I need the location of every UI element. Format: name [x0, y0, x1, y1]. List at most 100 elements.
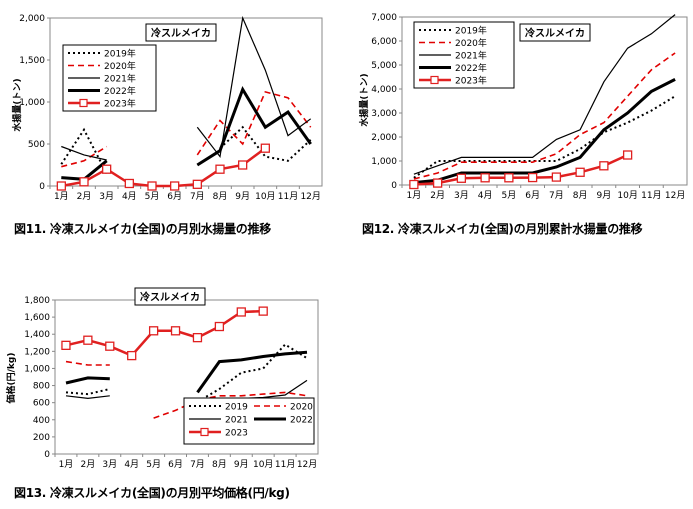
y-tick-label: 1,400	[24, 330, 50, 340]
data-point-2023	[127, 350, 137, 361]
data-point-2023年	[56, 181, 66, 191]
series-line-2022年	[196, 85, 312, 167]
y-tick-label: 1,500	[19, 56, 45, 66]
chart-fig11: 0 500 1,000 1,500 2,000 1月 2月 3月 4月 5月 6月 7月 8月 9月 10月…	[11, 14, 323, 202]
x-tick-label: 1月	[407, 190, 422, 201]
series-line-2021	[65, 395, 110, 400]
series-line-2020	[153, 391, 308, 419]
x-tick-label: 8月	[573, 190, 588, 201]
x-tick-label: 3月	[454, 190, 469, 201]
data-point-2023	[258, 306, 268, 316]
y-tick-label: 2,000	[371, 133, 397, 143]
data-point-2023年	[551, 172, 562, 182]
x-tick-label: 2月	[77, 191, 92, 202]
x-tick-label: 12月	[300, 191, 320, 202]
y-tick-label: 0	[39, 182, 45, 192]
x-tick-label: 10月	[253, 459, 273, 470]
y-tick-label: 1,200	[24, 347, 50, 357]
data-point-2023年	[622, 150, 633, 160]
legend-label-2022: 2022	[290, 416, 313, 426]
series-line-2020年	[196, 90, 312, 156]
series-line-2022	[196, 350, 308, 394]
chart-fig13: 0 200 400 600 800 1,000 1,200 1,400 1,600 1,800 1月…	[5, 287, 319, 470]
series-line-2023年	[413, 153, 629, 186]
y-tick-label: 200	[33, 433, 50, 443]
series-line-2019年	[413, 95, 676, 179]
x-tick-label: 4月	[122, 191, 137, 202]
legend-marker	[200, 427, 209, 437]
legend-label-2020: 2020	[290, 403, 313, 413]
x-tick-label: 10月	[255, 191, 275, 202]
data-point-2023	[170, 326, 181, 336]
data-point-2023年	[192, 179, 202, 189]
chart-label: 冷スルメイカ	[525, 27, 585, 40]
x-tick-label: 7月	[190, 191, 205, 202]
x-tick-label: 5月	[502, 190, 517, 201]
y-tick-label: 600	[33, 399, 50, 409]
data-point-2023	[214, 321, 225, 332]
legend-label-2023年: 2023年	[104, 98, 136, 110]
x-tick-label: 8月	[213, 191, 228, 202]
y-tick-label: 0	[44, 450, 50, 460]
y-tick-label: 7,000	[371, 13, 397, 23]
data-point-2023年	[238, 160, 248, 170]
data-point-2023	[105, 341, 115, 351]
y-axis-label: 水揚量(トン)	[11, 78, 23, 131]
series-line-2021年	[61, 145, 107, 161]
x-tick-label: 2月	[81, 459, 96, 470]
x-tick-label: 7月	[190, 459, 205, 470]
legend-label-2023: 2023	[225, 429, 248, 439]
legend-label-2022年: 2022年	[455, 62, 487, 74]
series-line-2020年	[61, 145, 108, 168]
x-tick-label: 4月	[478, 190, 493, 201]
x-tick-label: 1月	[59, 459, 74, 470]
x-tick-label: 7月	[549, 190, 564, 201]
chart-label-box	[519, 23, 591, 42]
x-tick-label: 6月	[167, 191, 182, 202]
series-line-2021年	[413, 14, 676, 175]
data-point-2023年	[504, 173, 514, 183]
chart-label: 冷スルメイカ	[151, 27, 211, 40]
legend-label-2019: 2019	[225, 403, 248, 413]
data-point-2023年	[215, 164, 225, 174]
x-tick-label: 12月	[665, 190, 685, 201]
y-tick-label: 1,000	[24, 364, 50, 374]
legend-label-2019年: 2019年	[455, 25, 487, 37]
data-point-2023年	[260, 143, 270, 153]
series-line-2022年	[413, 78, 676, 185]
data-point-2023年	[527, 172, 538, 183]
x-tick-label: 6月	[168, 459, 183, 470]
series-line-2023	[65, 309, 264, 358]
y-tick-label: 3,000	[371, 109, 397, 119]
x-tick-label: 8月	[212, 459, 227, 470]
caption-fig11: 図11. 冷凍スルメイカ(全国)の月別水揚量の推移	[14, 222, 271, 236]
data-point-2023	[192, 332, 203, 343]
legend-label-2021年: 2021年	[104, 73, 136, 85]
x-tick-label: 1月	[54, 191, 69, 202]
caption-fig12: 図12. 冷凍スルメイカ(全国)の月別累計水揚量の推移	[362, 222, 643, 236]
series-line-2019	[65, 388, 111, 396]
x-tick-label: 11月	[641, 190, 661, 201]
legend-label-2020年: 2020年	[104, 60, 136, 72]
data-point-2023	[61, 340, 71, 350]
legend-label-2022年: 2022年	[104, 85, 136, 97]
data-point-2023	[148, 326, 159, 336]
y-tick-label: 0	[391, 181, 397, 191]
y-axis-label: 水揚量(トン)	[358, 73, 370, 126]
chart-label-box	[145, 23, 217, 42]
data-point-2023	[83, 335, 93, 345]
legend-label-2023年: 2023年	[455, 75, 487, 87]
legend-label-2019年: 2019年	[104, 48, 136, 60]
y-tick-label: 1,000	[371, 157, 397, 167]
series-line-2022年	[61, 159, 108, 181]
x-tick-label: 11月	[278, 191, 298, 202]
caption-fig13: 図13. 冷凍スルメイカ(全国)の月別平均価格(円/kg)	[14, 486, 290, 500]
series-line-2022	[65, 376, 110, 385]
x-tick-label: 3月	[99, 191, 114, 202]
x-tick-label: 12月	[297, 459, 317, 470]
legend-marker	[430, 75, 439, 85]
y-tick-label: 6,000	[371, 37, 397, 47]
y-tick-label: 1,600	[24, 313, 50, 323]
series-line-2019年	[219, 125, 312, 162]
x-tick-label: 9月	[597, 190, 612, 201]
